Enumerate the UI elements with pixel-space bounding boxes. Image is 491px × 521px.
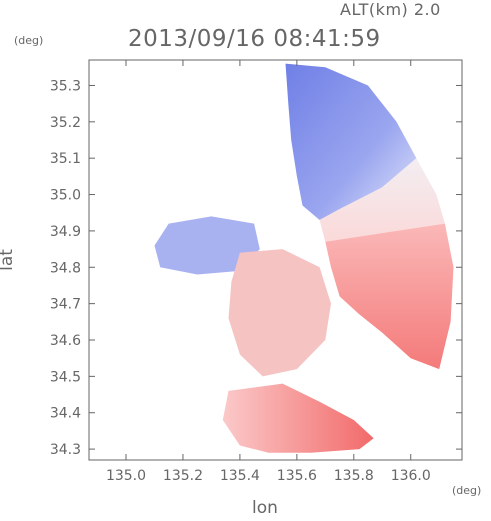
y-tick-label: 34.5: [50, 369, 81, 385]
timestamp-title: 2013/09/16 08:41:59: [128, 26, 381, 52]
region-central-mixed: [228, 249, 331, 377]
altitude-label: ALT(km) 2.0: [340, 0, 441, 19]
y-tick-label: 35.2: [50, 115, 81, 131]
y-tick-label: 34.9: [50, 224, 81, 240]
y-tick-label: 34.8: [50, 260, 81, 276]
x-tick-label: 135.4: [220, 468, 260, 484]
y-tick-label: 35.1: [50, 151, 81, 167]
x-tick-label: 135.6: [277, 468, 317, 484]
y-tick-label: 35.0: [50, 188, 81, 204]
y-tick-label: 34.7: [50, 297, 81, 313]
region-west-patch-blue: [154, 216, 260, 275]
x-unit-label: (deg): [452, 484, 482, 497]
x-tick-label: 135.2: [163, 468, 203, 484]
y-tick-label: 34.3: [50, 442, 81, 458]
region-north-sector-blue: [285, 63, 417, 220]
x-tick-label: 136.0: [391, 468, 431, 484]
x-tick-label: 135.0: [106, 468, 146, 484]
y-tick-label: 34.4: [50, 406, 81, 422]
region-south-patch-red: [222, 383, 374, 453]
y-unit-label: (deg): [14, 34, 44, 47]
plot-frame: [88, 59, 463, 461]
y-tick-label: 34.6: [50, 333, 81, 349]
x-tick-label: 135.8: [334, 468, 374, 484]
region-east-sector-white: [319, 158, 445, 242]
region-southeast-sector-red: [325, 223, 454, 370]
y-tick-label: 35.3: [50, 78, 81, 94]
x-axis-label: lon: [252, 498, 278, 518]
